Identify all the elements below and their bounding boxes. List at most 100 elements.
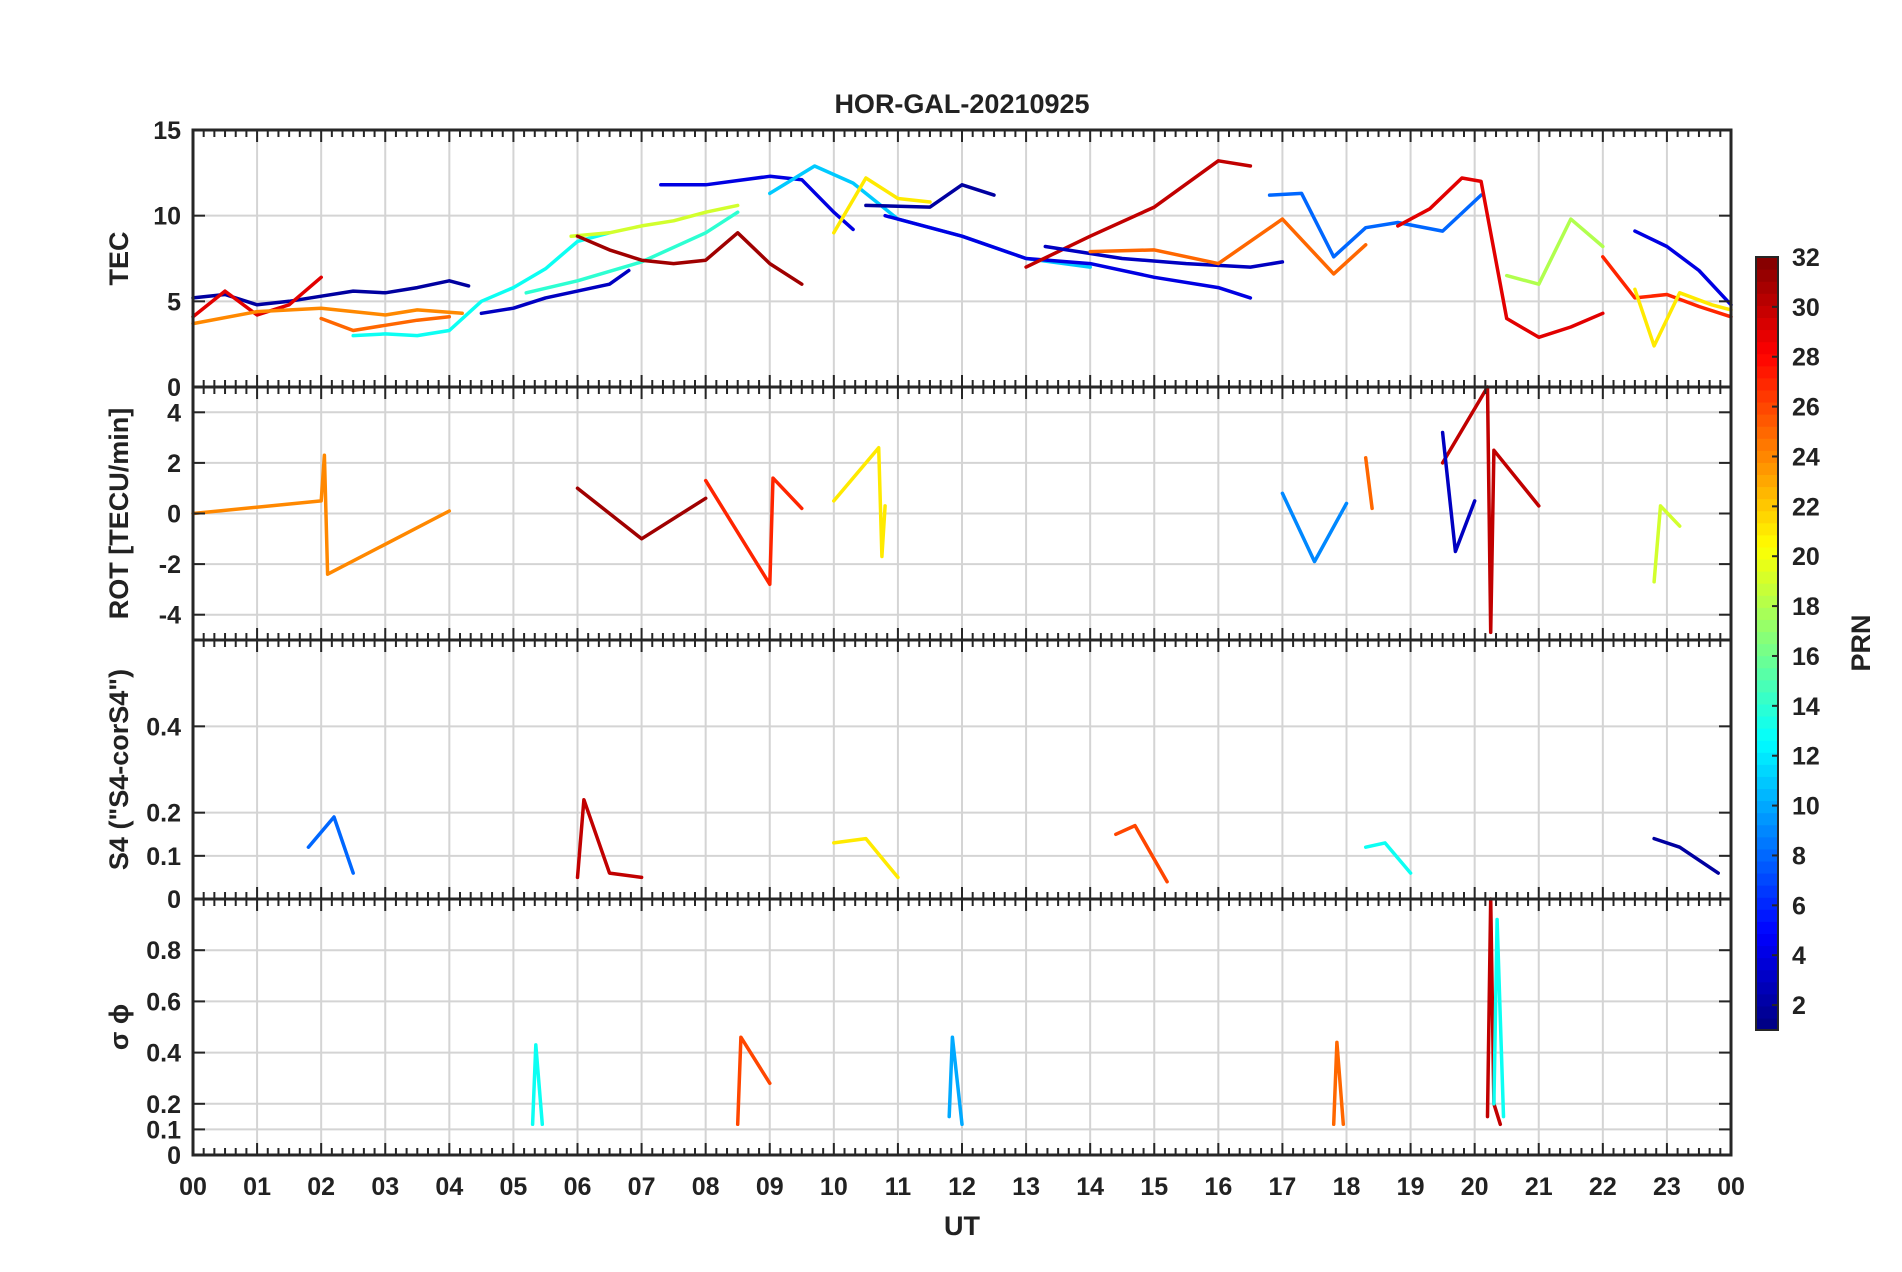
colorbar-tick-label: 16	[1792, 643, 1820, 671]
y-tick-label: 0	[167, 501, 181, 529]
colorbar-segment	[1756, 341, 1778, 355]
colorbar-segment	[1756, 885, 1778, 898]
colorbar-tick-label: 6	[1792, 892, 1806, 920]
y-tick-label: 0.2	[146, 1091, 181, 1119]
x-tick-label: 14	[1076, 1173, 1104, 1201]
series-prn-24	[191, 453, 452, 576]
y-tick-label: 0.1	[146, 1116, 181, 1144]
series-prn-4	[883, 213, 1253, 300]
colorbar-tick-label: 10	[1792, 793, 1820, 821]
colorbar-tick-label: 24	[1792, 443, 1820, 471]
x-tick-label: 03	[371, 1173, 399, 1201]
colorbar-tick-label: 12	[1792, 743, 1820, 771]
colorbar-tick-label: 4	[1792, 942, 1806, 970]
colorbar-segment	[1756, 715, 1778, 729]
x-tick-label: 18	[1333, 1173, 1361, 1201]
colorbar-segment	[1756, 1005, 1778, 1019]
panel-1: 0 5 10 15 TEC	[104, 117, 1733, 402]
colorbar-segment	[1756, 800, 1778, 814]
colorbar-segment	[1756, 486, 1778, 500]
series-prn-4	[1633, 229, 1733, 307]
y-tick-label: 2	[167, 450, 181, 478]
x-tick-label: 13	[1012, 1173, 1040, 1201]
colorbar-segment	[1756, 691, 1778, 705]
y-tick-label: 0.4	[146, 1040, 181, 1068]
series-prn-26	[1114, 823, 1169, 884]
x-tick-label: 02	[307, 1173, 335, 1201]
colorbar-tick-label: 2	[1792, 992, 1806, 1020]
series-prn-18	[1504, 217, 1605, 286]
colorbar-segment	[1756, 595, 1778, 608]
series-prn-2	[864, 183, 996, 209]
series-prn-19	[1652, 504, 1682, 584]
series-prn-31	[575, 231, 804, 286]
colorbar-segment	[1756, 498, 1778, 512]
series-prn-21	[832, 836, 900, 880]
x-tick-label: 21	[1525, 1173, 1553, 1201]
colorbar-segment	[1756, 957, 1778, 971]
y-tick-label: 0	[167, 886, 181, 914]
series-prn-10	[947, 1035, 964, 1127]
x-tick-label: 12	[948, 1173, 976, 1201]
x-tick-label: 15	[1140, 1173, 1168, 1201]
colorbar-segment	[1756, 981, 1778, 995]
x-tick-label: 22	[1589, 1173, 1617, 1201]
colorbar-segment	[1756, 993, 1778, 1007]
colorbar-tick-label: 28	[1792, 344, 1820, 372]
series-prn-2	[191, 279, 471, 307]
colorbar-frame	[1755, 256, 1779, 1031]
series-prn-29	[191, 275, 323, 319]
y-axis-label: ROT [TECU/min]	[104, 408, 134, 619]
panel-3: 0 0.1 0.2 0.4 S4 ("S4-corS4")	[104, 638, 1733, 914]
colorbar-segment	[1756, 909, 1778, 922]
series-prn-3	[1043, 244, 1285, 269]
colorbar-segment	[1756, 764, 1778, 777]
y-tick-label: 0.6	[146, 988, 181, 1016]
figure-title: HOR-GAL-20210925	[834, 89, 1089, 119]
colorbar-segment	[1756, 474, 1778, 488]
colorbar-tick-label: 26	[1792, 394, 1820, 422]
series-prn-25	[319, 315, 452, 333]
x-tick-label: 06	[564, 1173, 592, 1201]
colorbar-segment	[1756, 860, 1778, 874]
colorbar-segment	[1756, 752, 1778, 765]
series-prn-21	[1633, 287, 1733, 348]
colorbar-segment	[1756, 522, 1778, 536]
colorbar-segment	[1756, 389, 1778, 403]
y-tick-label: -2	[159, 551, 181, 579]
colorbar-tick-label: 14	[1792, 693, 1820, 721]
colorbar-segment	[1756, 353, 1778, 367]
colorbar-segment	[1756, 836, 1778, 850]
colorbar-segment	[1756, 679, 1778, 693]
series-prn-27	[703, 476, 804, 587]
y-tick-label: 10	[153, 203, 181, 231]
y-tick-label: 0.1	[146, 843, 181, 871]
x-tick-label: 00	[1717, 1173, 1745, 1201]
colorbar-segment	[1756, 848, 1778, 862]
colorbar-tick-label: 22	[1792, 493, 1820, 521]
series-prn-21	[832, 445, 887, 559]
colorbar-segment	[1756, 897, 1778, 910]
colorbar-segment	[1756, 969, 1778, 983]
colorbar-segment	[1756, 510, 1778, 524]
y-tick-label: 4	[167, 399, 181, 427]
series-prn-13	[351, 231, 612, 338]
series-prn-26	[735, 1035, 772, 1127]
y-tick-label: -4	[159, 602, 181, 630]
y-axis-label: σ ϕ	[104, 1004, 134, 1050]
series-prn-30	[1024, 159, 1253, 269]
x-tick-label: 09	[756, 1173, 784, 1201]
series-prn-25	[1088, 217, 1368, 276]
series-prn-25	[1363, 456, 1374, 511]
panel-2: -4 -2 0 2 4 ROT [TECU/min]	[104, 385, 1733, 642]
x-axis-label: UT	[944, 1211, 980, 1241]
y-tick-label: 15	[153, 117, 181, 145]
colorbar-segment	[1756, 824, 1778, 838]
series-prn-9	[1280, 491, 1349, 564]
series-prn-13	[1363, 841, 1413, 875]
colorbar-segment	[1756, 643, 1778, 657]
colorbar-segment	[1756, 377, 1778, 391]
series-prn-25	[1331, 1040, 1346, 1127]
colorbar-segment	[1756, 426, 1778, 439]
